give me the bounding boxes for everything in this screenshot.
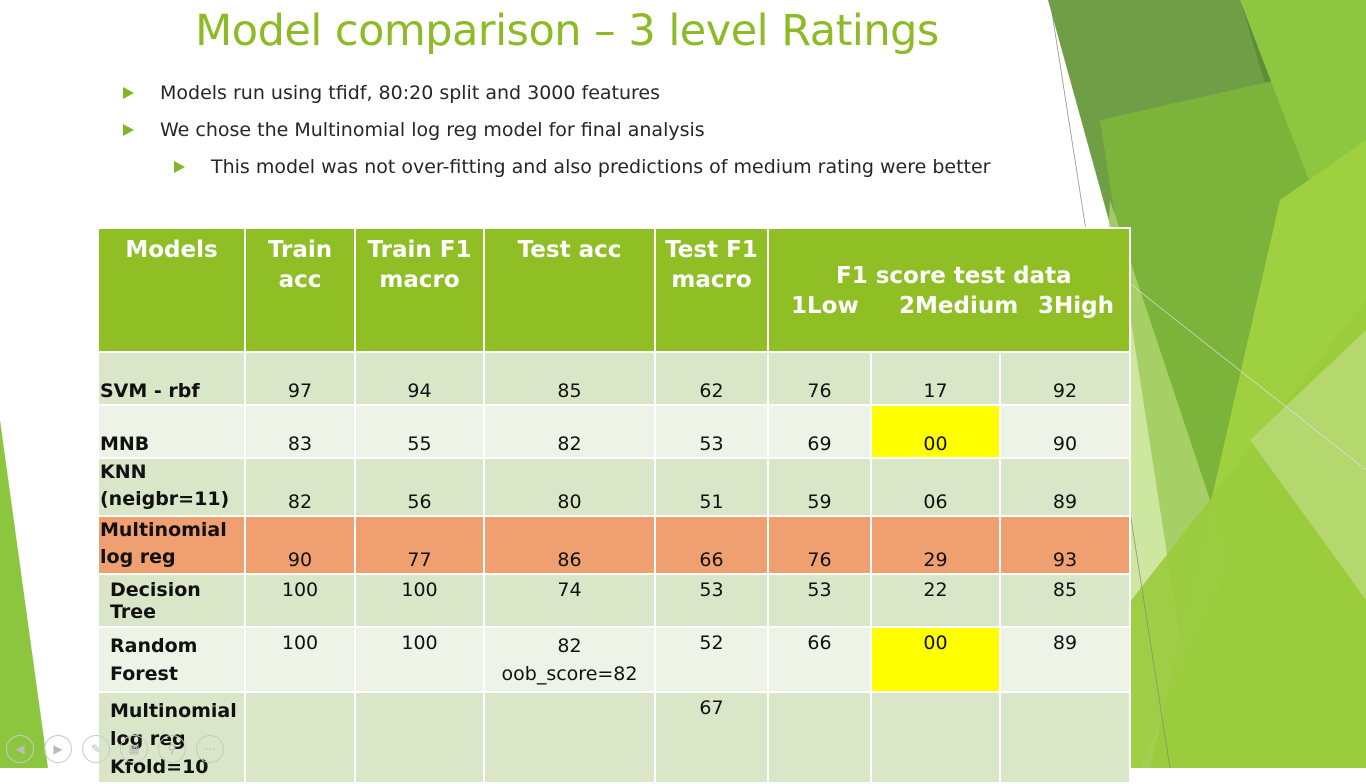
cell-f1-low: 76 — [767, 351, 872, 406]
model-name: Random Forest — [97, 626, 246, 693]
header-f1-score-group: F1 score test data 1Low 2Medium 3High — [766, 227, 1132, 353]
slides-icon[interactable]: ▦ — [120, 735, 148, 763]
cell-test-acc: 86 — [483, 515, 656, 575]
cell-train-f1: 100 — [354, 626, 485, 693]
cell-train-f1: 77 — [354, 515, 485, 575]
bullet-text: Models run using tfidf, 80:20 split and … — [160, 82, 661, 104]
model-name: Multinomial log reg — [97, 515, 246, 575]
table-row: MNB 83 55 82 53 69 00 90 — [97, 404, 1132, 459]
header-test-f1: Test F1 macro — [654, 227, 769, 353]
cell-f1-low: 66 — [767, 626, 872, 693]
pen-icon[interactable]: ✎ — [82, 735, 110, 763]
table-header-row: Models Train acc Train F1 macro Test acc T… — [97, 227, 1132, 353]
header-f1-medium: 2Medium — [899, 293, 1019, 319]
cell-f1-high: 89 — [998, 457, 1132, 517]
cell-train-acc: 90 — [244, 515, 356, 575]
header-f1-group-label: F1 score test data — [836, 263, 1072, 289]
cell-train-acc: 100 — [244, 573, 356, 628]
table-row-selected-model: Multinomial log reg 90 77 86 66 76 29 93 — [97, 515, 1132, 575]
cell-f1-high: 89 — [998, 626, 1132, 693]
cell-train-acc: 97 — [244, 351, 356, 406]
cell-train-f1: 55 — [354, 404, 485, 459]
cell-f1-low — [767, 691, 872, 784]
bullet-text: We chose the Multinomial log reg model f… — [160, 119, 705, 141]
cell-test-f1: 52 — [654, 626, 769, 693]
cell-test-f1: 62 — [654, 351, 769, 406]
cell-train-acc: 83 — [244, 404, 356, 459]
header-test-acc: Test acc — [483, 227, 656, 353]
cell-train-f1: 100 — [354, 573, 485, 628]
cell-train-acc: 100 — [244, 626, 356, 693]
bullet-arrow-icon — [123, 124, 134, 136]
more-icon[interactable]: ⋯ — [196, 735, 224, 763]
cell-test-f1: 67 — [654, 691, 769, 784]
cell-test-acc — [483, 691, 656, 784]
cell-f1-low: 59 — [767, 457, 872, 517]
cell-test-acc: 82 — [483, 404, 656, 459]
model-name: SVM - rbf — [97, 351, 246, 406]
slide-title: Model comparison – 3 level Ratings — [195, 6, 939, 56]
prev-icon[interactable]: ◀ — [6, 735, 34, 763]
cell-train-f1: 94 — [354, 351, 485, 406]
cell-test-f1: 53 — [654, 573, 769, 628]
cell-f1-medium: 06 — [870, 457, 1001, 517]
cell-f1-medium — [870, 691, 1001, 784]
bullet-arrow-icon — [123, 87, 134, 99]
cell-test-acc: 74 — [483, 573, 656, 628]
model-name: Decision Tree — [97, 573, 246, 628]
cell-train-acc: 82 — [244, 457, 356, 517]
cell-test-f1: 53 — [654, 404, 769, 459]
cell-f1-medium-highlighted: 00 — [870, 404, 1001, 459]
cell-f1-high: 85 — [998, 573, 1132, 628]
cell-f1-low: 76 — [767, 515, 872, 575]
cell-train-f1: 56 — [354, 457, 485, 517]
slide-background-graphic — [0, 0, 1366, 768]
cell-f1-high — [998, 691, 1132, 784]
play-icon[interactable]: ▶ — [44, 735, 72, 763]
header-f1-low: 1Low — [791, 293, 859, 319]
table-row: Decision Tree 100 100 74 53 53 22 85 — [97, 573, 1132, 628]
oob-score-note: oob_score=82 — [501, 663, 638, 685]
cell-test-f1: 51 — [654, 457, 769, 517]
cell-test-acc: 82 oob_score=82 — [483, 626, 656, 693]
cell-train-acc — [244, 691, 356, 784]
cell-train-f1 — [354, 691, 485, 784]
model-name: KNN (neigbr=11) — [97, 457, 246, 517]
header-models: Models — [97, 227, 246, 353]
bullet-text: This model was not over-fitting and also… — [211, 156, 991, 178]
model-name: MNB — [97, 404, 246, 459]
cell-test-acc: 80 — [483, 457, 656, 517]
bullet-arrow-icon — [174, 161, 185, 173]
cell-f1-medium: 17 — [870, 351, 1001, 406]
header-train-f1: Train F1 macro — [354, 227, 485, 353]
cell-test-acc: 85 — [483, 351, 656, 406]
cell-f1-high: 93 — [998, 515, 1132, 575]
table-row: Multinomial log reg Kfold=10 67 — [97, 691, 1132, 784]
cell-f1-medium-highlighted: 00 — [870, 626, 1001, 693]
cell-f1-high: 90 — [998, 404, 1132, 459]
zoom-icon[interactable]: ⚲ — [158, 735, 186, 763]
cell-f1-medium: 22 — [870, 573, 1001, 628]
cell-f1-medium: 29 — [870, 515, 1001, 575]
cell-f1-low: 53 — [767, 573, 872, 628]
table-row: SVM - rbf 97 94 85 62 76 17 92 — [97, 351, 1132, 406]
cell-f1-high: 92 — [998, 351, 1132, 406]
model-comparison-table: Models Train acc Train F1 macro Test acc T… — [97, 227, 1132, 784]
table-row: KNN (neigbr=11) 82 56 80 51 59 06 89 — [97, 457, 1132, 517]
cell-f1-low: 69 — [767, 404, 872, 459]
header-f1-high: 3High — [1038, 293, 1114, 319]
header-train-acc: Train acc — [244, 227, 356, 353]
table-row: Random Forest 100 100 82 oob_score=82 52 6… — [97, 626, 1132, 693]
cell-test-f1: 66 — [654, 515, 769, 575]
